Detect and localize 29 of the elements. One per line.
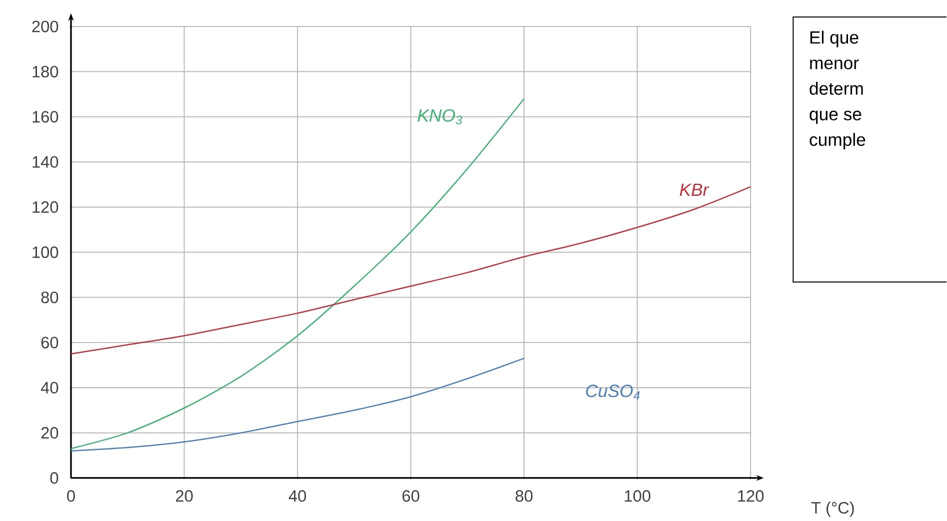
y-tick-label: 40	[40, 382, 58, 394]
line-series	[70, 358, 525, 452]
x-tick-label: 40	[288, 490, 306, 502]
x-tick-label: 0	[67, 490, 75, 502]
text: cumple	[810, 132, 866, 150]
y-tick-label: 160	[32, 110, 58, 123]
y-tick-label: 0	[50, 472, 58, 484]
text: determ	[810, 82, 863, 95]
text: menor	[810, 60, 859, 70]
y-tick-label: 120	[32, 201, 58, 213]
text: que se	[810, 110, 862, 124]
text: CuSO$_{4}$	[586, 384, 640, 400]
series-label: KBr	[680, 184, 710, 196]
x-tick-label: 60	[402, 490, 420, 502]
x-tick-label: 100	[624, 490, 650, 502]
y-tick-label: 100	[32, 246, 58, 258]
y-tick-label: 180	[32, 66, 58, 78]
line-series	[70, 98, 525, 450]
x-tick-label: 20	[176, 490, 193, 502]
y-tick-label: 140	[32, 156, 58, 168]
series-label: KNO$_{3}$	[418, 109, 462, 124]
text: El que	[810, 30, 858, 48]
y-tick-label: 80	[41, 292, 58, 304]
x-tick-label: 120	[738, 490, 764, 502]
y-tick-label: 200	[32, 20, 58, 32]
y-tick-label: 20	[41, 426, 58, 439]
x-axis-title: T (°C)	[811, 502, 854, 517]
x-tick-label: 80	[516, 490, 533, 502]
y-tick-label: 60	[41, 336, 58, 348]
